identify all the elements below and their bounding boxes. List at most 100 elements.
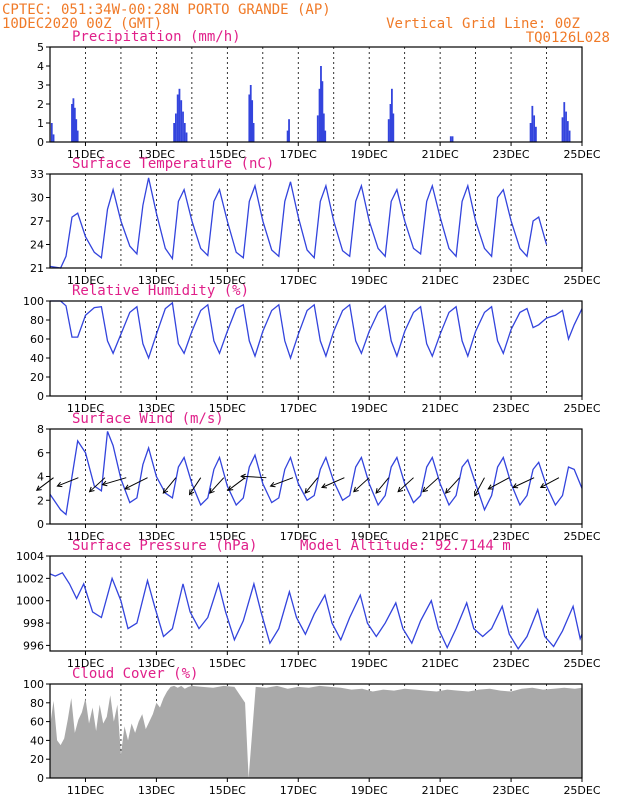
y-tick-label: 20 (30, 371, 44, 384)
wind-arrowhead (304, 488, 310, 494)
wind-arrowhead (101, 480, 108, 487)
y-tick-label: 40 (30, 352, 44, 365)
x-tick-label: 13DEC (138, 784, 175, 797)
precip-bar (322, 113, 325, 142)
wind-arrow (36, 477, 54, 491)
precip-bar (286, 130, 289, 142)
x-tick-label: 17DEC (280, 148, 317, 161)
precip-bar (534, 126, 537, 142)
precip-bar (561, 117, 564, 142)
precip-bar (288, 119, 290, 142)
precip-bar (321, 81, 324, 142)
x-tick-label: 25DEC (563, 274, 600, 287)
y-tick-label: 0 (37, 518, 44, 531)
x-tick-label: 13DEC (138, 148, 175, 161)
y-tick-label: 60 (30, 333, 44, 346)
x-tick-label: 19DEC (351, 402, 388, 415)
y-tick-label: 1000 (16, 595, 44, 608)
panel-cloud: Cloud Cover (%) 0 20 40 60 80 100 11DEC 13DEC 15D… (23, 666, 601, 797)
x-tick-label: 25DEC (563, 402, 600, 415)
wind-arrow (162, 477, 177, 494)
panel-title: Surface Wind (m/s) (72, 411, 224, 427)
y-tick-label: 8 (37, 423, 44, 436)
y-tick-label: 0 (37, 390, 44, 403)
grid-note: Vertical Grid Line: 00Z (386, 16, 580, 32)
x-tick-label: 15DEC (209, 274, 246, 287)
wind-arrowhead (209, 488, 215, 494)
x-tick-label: 21DEC (422, 402, 459, 415)
panel-title: Cloud Cover (%) (72, 666, 198, 682)
y-tick-label: 80 (30, 314, 44, 327)
panel-frame (49, 173, 583, 269)
precip-bar (52, 134, 55, 142)
precip-bar (566, 121, 569, 142)
y-tick-label: 80 (30, 697, 44, 710)
wind-arrow (241, 475, 267, 479)
precip-bar (316, 115, 319, 142)
precip-bar (387, 119, 390, 142)
panel-temp: Surface Temperature (nC) 21 24 27 30 33 11DEC 1… (30, 156, 601, 287)
precip-bar (251, 100, 254, 142)
wind-arrowhead (539, 483, 546, 489)
wind-arrow (227, 477, 246, 491)
x-tick-label: 21DEC (422, 530, 459, 543)
wind-arrowhead (188, 489, 195, 496)
x-tick-label: 19DEC (351, 530, 388, 543)
wind-arrow (321, 477, 345, 488)
x-tick-label: 19DEC (351, 148, 388, 161)
x-tick-label: 15DEC (209, 402, 246, 415)
wind-arrow (488, 477, 510, 490)
wind-arrow (397, 477, 414, 493)
precip-bar (390, 88, 393, 142)
wind-arrowhead (240, 473, 246, 480)
panel-frame (49, 46, 583, 143)
x-tick-label: 15DEC (209, 148, 246, 161)
x-tick-label: 17DEC (280, 784, 317, 797)
wind-arrow (189, 477, 202, 495)
wind-arrow (102, 477, 127, 486)
precip-bar (180, 100, 183, 142)
series-line-rh (50, 300, 583, 361)
x-tick-label: 13DEC (138, 402, 175, 415)
y-tick-label: 20 (30, 753, 44, 766)
precip-bar (531, 105, 534, 142)
precip-bar (451, 136, 454, 142)
wind-arrow (304, 477, 319, 494)
wind-arrowhead (227, 485, 234, 491)
x-tick-label: 11DEC (67, 274, 104, 287)
precip-bar (173, 123, 176, 142)
x-tick-label: 23DEC (493, 402, 530, 415)
x-tick-label: 23DEC (493, 148, 530, 161)
x-tick-label: 21DEC (422, 274, 459, 287)
x-tick-label: 17DEC (280, 657, 317, 670)
precip-bar (50, 123, 53, 142)
precip-bar (249, 85, 252, 142)
series-line-wind (49, 431, 583, 516)
y-tick-label: 27 (30, 215, 44, 228)
wind-arrow (512, 477, 535, 488)
precip-bar (449, 136, 452, 142)
precip-bar (73, 107, 76, 142)
station-header: CPTEC: 051:34W-00:28N PORTO GRANDE (AP) (2, 2, 331, 18)
y-tick-label: 0 (37, 772, 44, 785)
precip-bar (183, 123, 186, 142)
y-tick-label: 30 (30, 192, 44, 205)
x-tick-label: 15DEC (209, 784, 246, 797)
y-tick-label: 24 (30, 239, 44, 252)
x-tick-label: 25DEC (563, 784, 600, 797)
x-tick-label: 11DEC (67, 657, 104, 670)
y-tick-label: 996 (23, 639, 44, 652)
panel-title: Surface Temperature (nC) (72, 156, 274, 172)
panel-press: Surface Pressure (hPa) Model Altitude: 92… (16, 538, 601, 670)
x-tick-label: 11DEC (67, 784, 104, 797)
precip-bar (324, 130, 327, 142)
wind-arrowhead (321, 483, 327, 489)
y-tick-label: 1 (37, 117, 44, 130)
y-tick-label: 6 (37, 447, 44, 460)
x-tick-label: 19DEC (351, 274, 388, 287)
x-tick-label: 25DEC (563, 148, 600, 161)
x-tick-label: 19DEC (351, 784, 388, 797)
precip-bar (72, 98, 75, 142)
y-tick-label: 1004 (16, 550, 44, 563)
x-tick-label: 11DEC (67, 530, 104, 543)
